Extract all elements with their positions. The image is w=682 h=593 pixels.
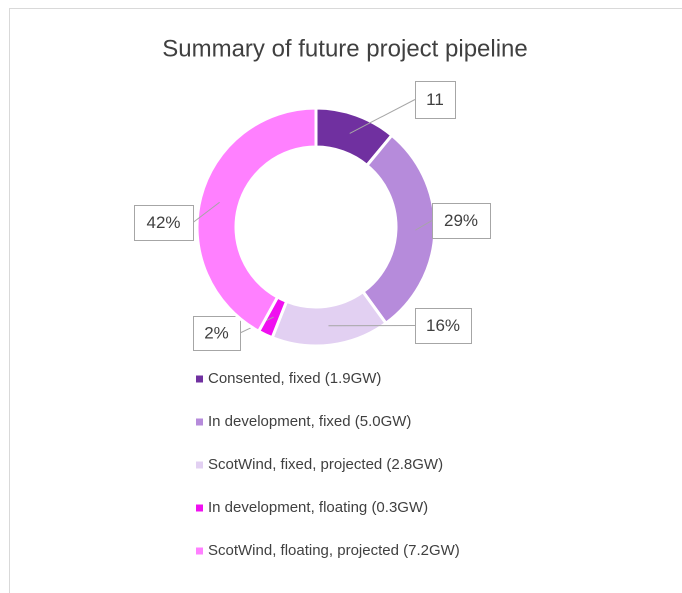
leader-line [192, 201, 220, 223]
data-label: 29% [444, 211, 478, 230]
chart-title: Summary of future project pipeline [162, 35, 528, 62]
data-label: 11 [426, 90, 444, 109]
legend-label: In development, floating (0.3GW) [208, 499, 428, 516]
label-box [415, 81, 456, 119]
slice [195, 106, 318, 334]
legend-label: ScotWind, floating, projected (7.2GW) [208, 542, 460, 559]
data-label: 2% [204, 323, 229, 342]
label-box [415, 308, 472, 344]
label-box [134, 205, 194, 241]
leader-line [415, 220, 433, 231]
legend-swatch [196, 418, 203, 426]
legend-label: In development, fixed (5.0GW) [208, 413, 411, 430]
legend-label: ScotWind, fixed, projected (2.8GW) [208, 456, 443, 473]
leader-line [349, 99, 416, 134]
legend-swatch [196, 504, 203, 512]
legend-label: Consented, fixed (1.9GW) [208, 370, 381, 387]
legend-swatch [196, 375, 203, 383]
label-box [432, 203, 491, 239]
data-label: 16% [426, 316, 460, 335]
legend-swatch [196, 461, 203, 469]
legend-swatch [196, 547, 203, 555]
data-label: 42% [146, 213, 180, 232]
label-box [193, 316, 241, 351]
